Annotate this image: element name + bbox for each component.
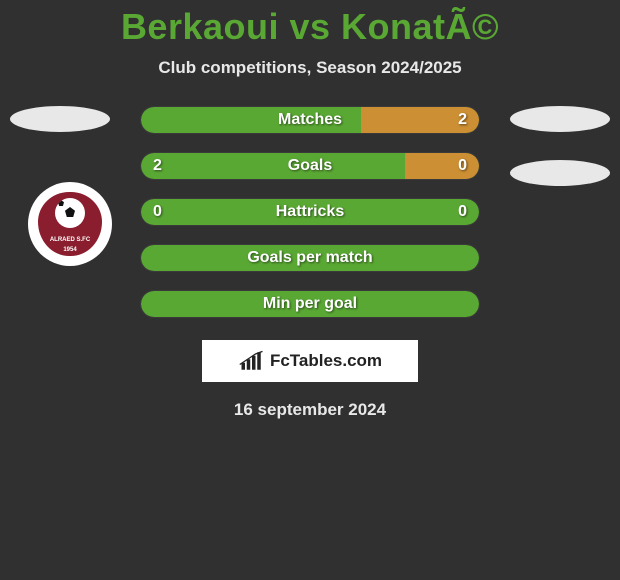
stat-label: Goals per match (141, 249, 479, 267)
stat-row: Goals per match (140, 244, 480, 272)
club-badge-left: ALRAED S.FC 1954 (28, 182, 112, 266)
soccer-ball-icon (55, 198, 85, 228)
brand-text: FcTables.com (270, 351, 382, 371)
stat-value-right: 0 (458, 157, 467, 175)
subtitle: Club competitions, Season 2024/2025 (0, 58, 620, 78)
stat-row: Min per goal (140, 290, 480, 318)
stat-bars: Matches22Goals00Hattricks0Goals per matc… (140, 106, 480, 318)
club-year: 1954 (63, 247, 76, 253)
shield-icon: ALRAED S.FC 1954 (38, 192, 102, 256)
stat-value-right: 0 (458, 203, 467, 221)
comparison-panel: ALRAED S.FC 1954 Matches22Goals00Hattric… (0, 106, 620, 420)
stat-row: 0Hattricks0 (140, 198, 480, 226)
bar-chart-icon (238, 350, 266, 372)
stat-label: Matches (141, 111, 479, 129)
player-right-placeholder-1 (510, 106, 610, 132)
stat-row: 2Goals0 (140, 152, 480, 180)
player-right-placeholder-2 (510, 160, 610, 186)
club-name: ALRAED S.FC (38, 237, 102, 244)
stat-label: Hattricks (141, 203, 479, 221)
stat-value-right: 2 (458, 111, 467, 129)
stat-label: Min per goal (141, 295, 479, 313)
stat-label: Goals (141, 157, 479, 175)
brand-box: FcTables.com (202, 340, 418, 382)
player-left-placeholder (10, 106, 110, 132)
stat-row: Matches2 (140, 106, 480, 134)
date-text: 16 september 2024 (0, 400, 620, 420)
page-title: Berkaoui vs KonatÃ© (0, 0, 620, 48)
